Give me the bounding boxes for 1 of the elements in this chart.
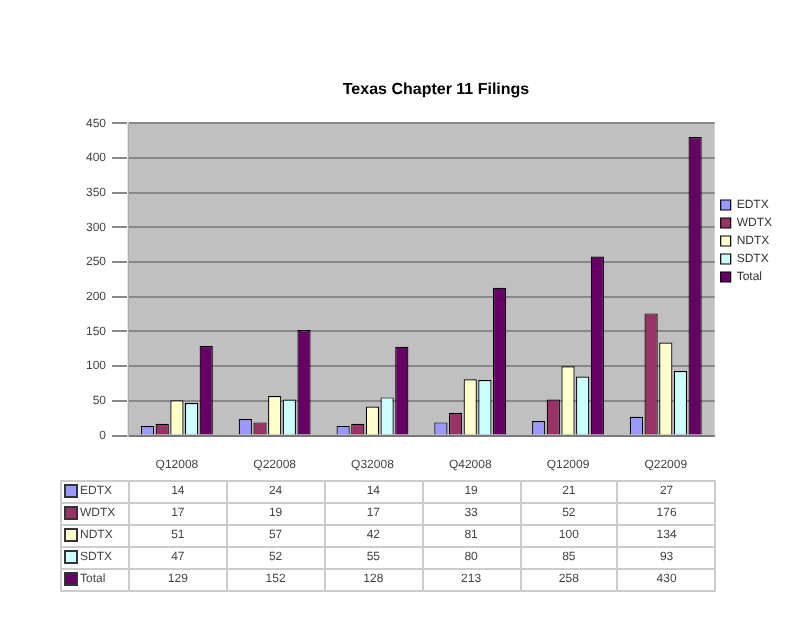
chart-title: Texas Chapter 11 Filings	[342, 80, 531, 99]
